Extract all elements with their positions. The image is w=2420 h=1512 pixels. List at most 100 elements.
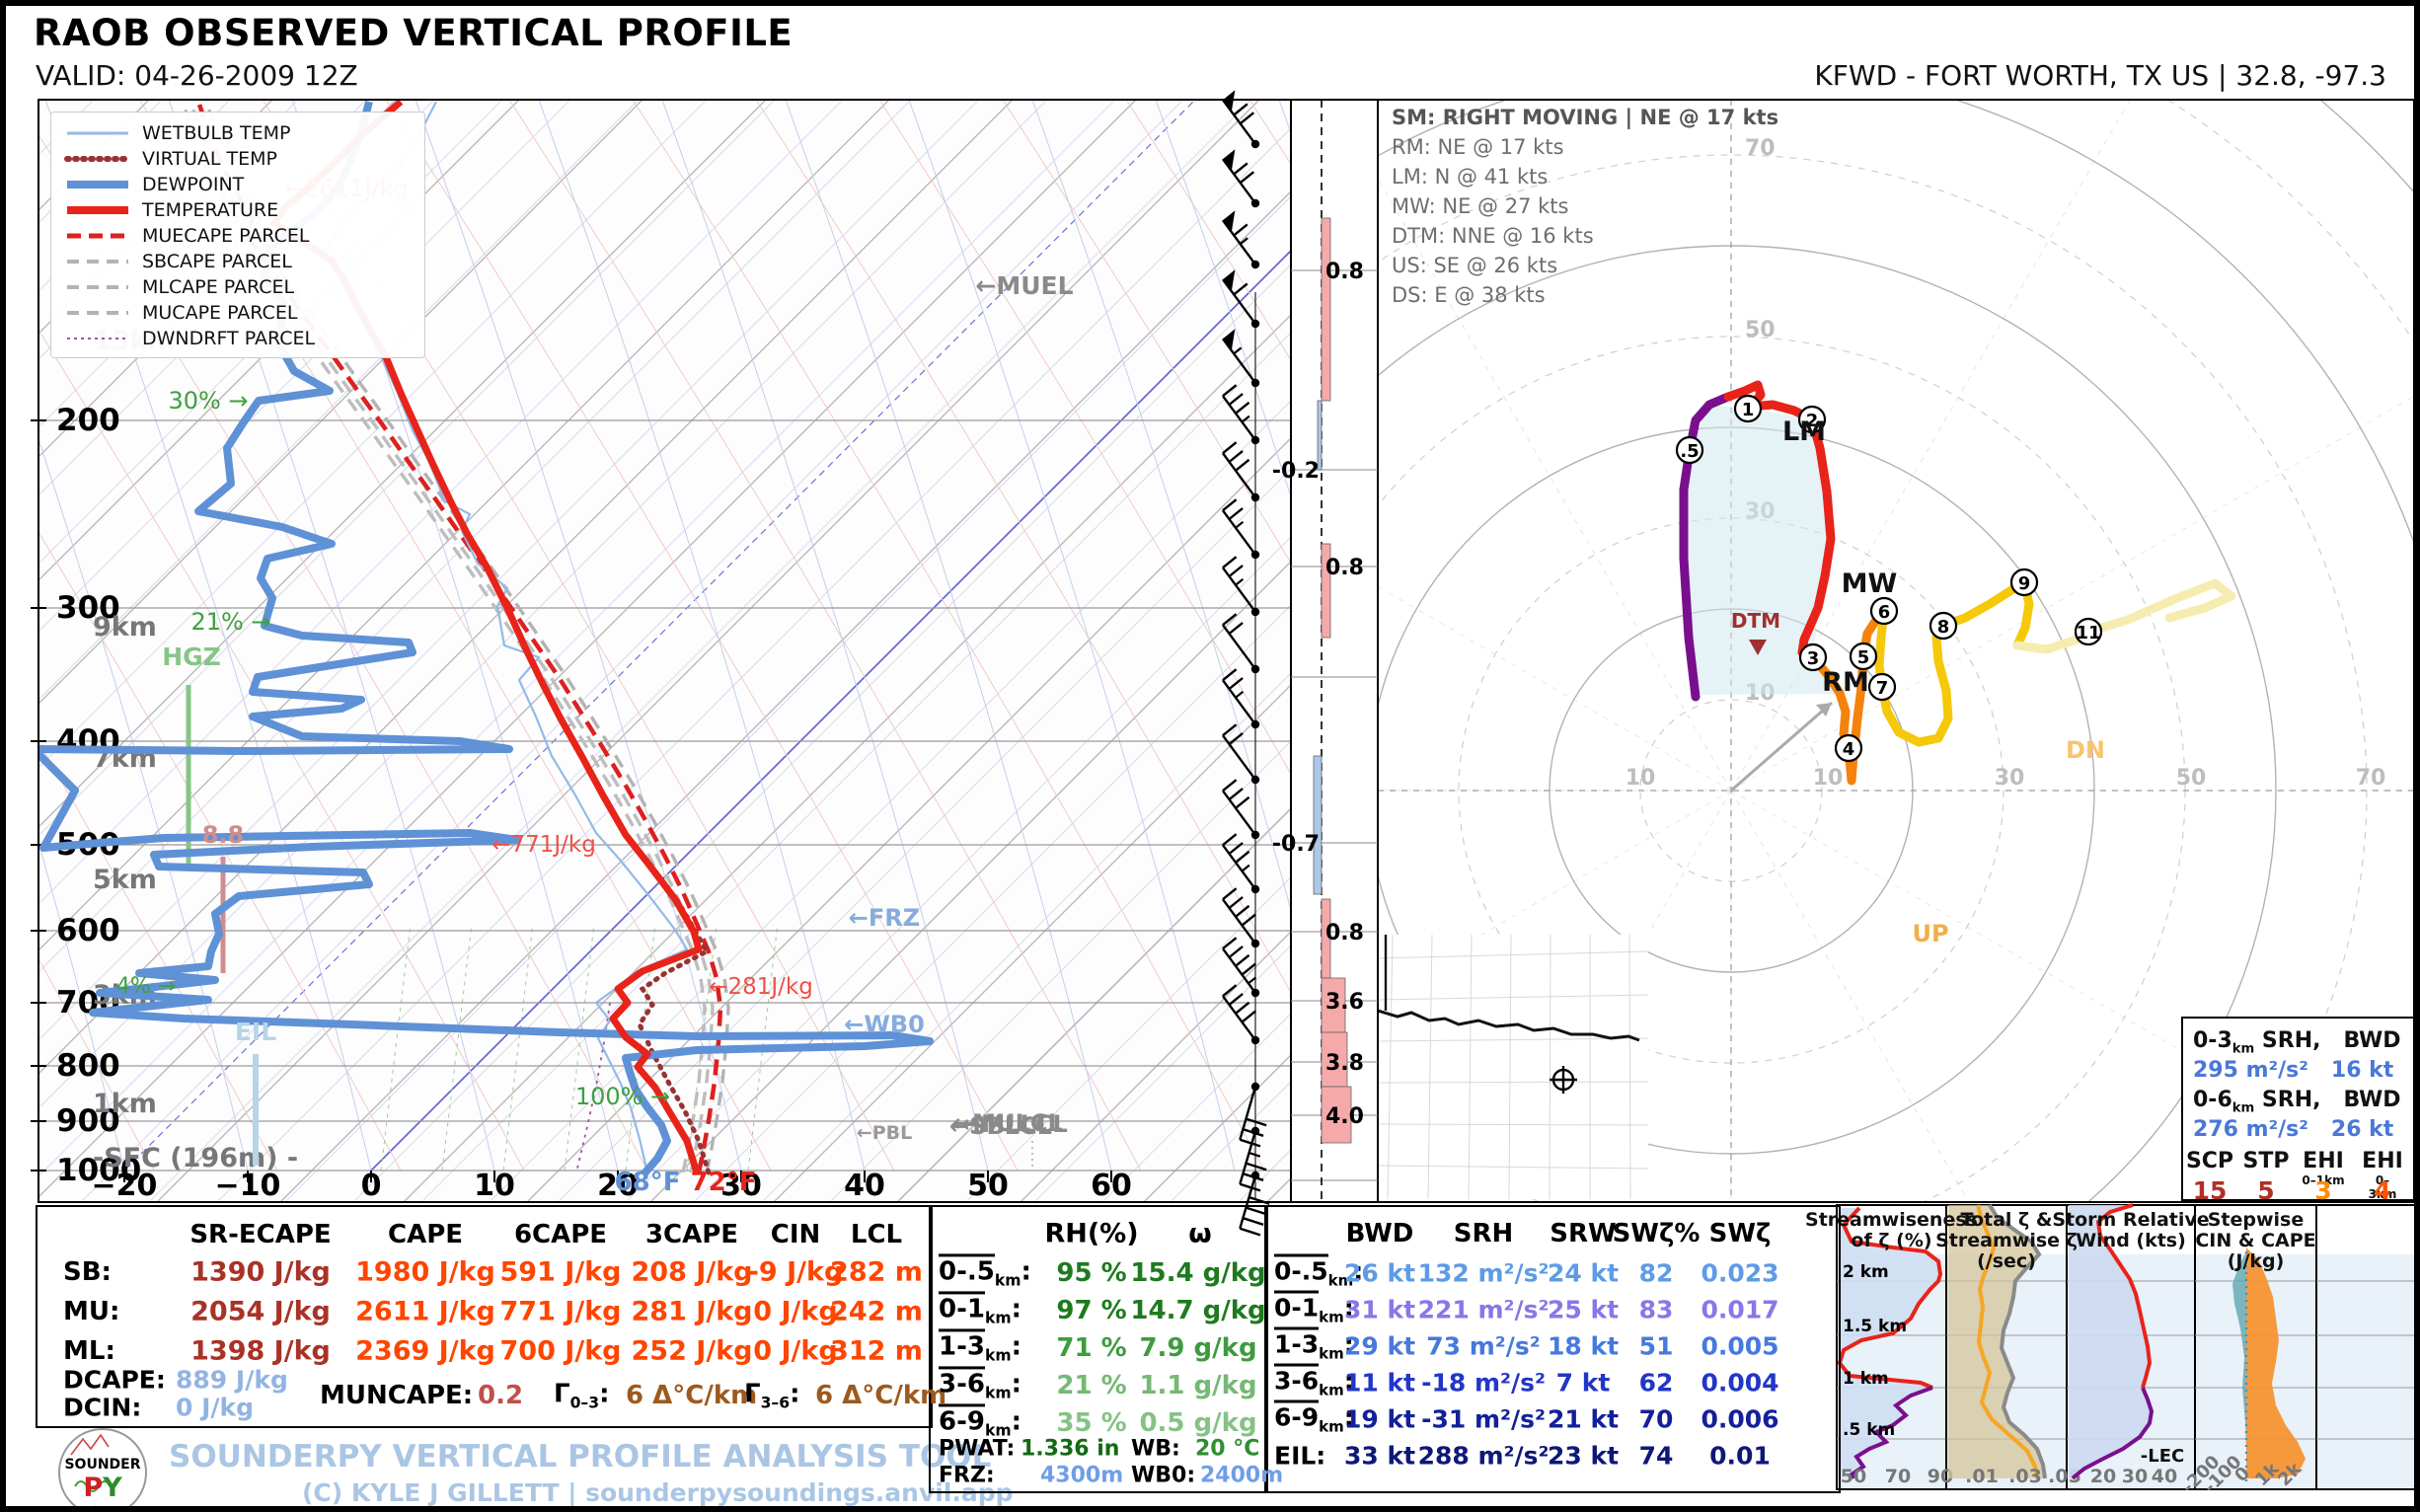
stepwise-cape-fill (2246, 1247, 2306, 1478)
thermo-value: 0 J/kg (753, 1296, 838, 1327)
wind-barb (1221, 149, 1260, 208)
legend-swatch (67, 338, 128, 340)
shear-value: 132 m²/s² (1417, 1258, 1550, 1288)
pressure-label: 200 (56, 403, 120, 438)
legend-swatch (64, 156, 131, 162)
legend-item: VIRTUAL TEMP (51, 146, 424, 172)
wind-barb (1221, 384, 1260, 445)
thermo-value: 1980 J/kg (355, 1256, 495, 1288)
pressure-label: 1000 (56, 1153, 141, 1188)
mini-xtick: 40 (2152, 1466, 2177, 1487)
wind-barb (1221, 668, 1260, 729)
legend-item: DWNDRFT PARCEL (51, 326, 424, 351)
temp-tick: −20 (92, 1169, 158, 1203)
mini-xtick: 70 (1885, 1466, 1911, 1487)
dtm-marker (1749, 640, 1767, 655)
rh-value: 71 % (1056, 1333, 1127, 1363)
shear-row-label: 0-.5km: (1274, 1253, 1363, 1290)
ring-label: 10 (1626, 766, 1656, 791)
surface-temp-f: 72°F (691, 1168, 757, 1197)
valid-time: VALID: 04-26-2009 12Z (36, 59, 358, 92)
height-label: -SFC (196m) - (93, 1143, 298, 1173)
skewt-annotation: ←SBLCL (949, 1112, 1052, 1140)
legend-item: DEWPOINT (51, 172, 424, 197)
shear-value: 83 (1638, 1295, 1674, 1324)
shear-value: -18 m²/s² (1421, 1368, 1546, 1398)
legend-item: MUECAPE PARCEL (51, 223, 424, 249)
omega-value: 3.8 (1325, 1051, 1364, 1076)
shear-value: 82 (1638, 1258, 1674, 1288)
height-marker (2074, 617, 2103, 646)
composite-header: SCP (2185, 1149, 2234, 1173)
hodo-label-dn: DN (2066, 736, 2105, 764)
thermo-row-label: MU: (63, 1297, 120, 1326)
hodo-label-dtm: DTM (1731, 609, 1780, 633)
logo-text-py: PY (83, 1473, 122, 1503)
hodo-trace-orange (1808, 606, 1889, 786)
storm-motion-line: MW: NE @ 27 kts (1392, 194, 1569, 218)
mini-panel-title: Storm Relative Wind (kts) (2052, 1209, 2210, 1251)
wind-barb (1221, 441, 1260, 502)
height-marker-label: 6 (1878, 602, 1891, 623)
storm-motion-line: US: SE @ 26 kts (1392, 254, 1558, 277)
shear-value: 11 kt (1343, 1368, 1416, 1398)
skewt-annotation: ←771J/kg (492, 832, 596, 858)
wb-label: WB: (1131, 1436, 1180, 1462)
skewt-annotation: 4% → (116, 974, 176, 999)
shear-value: -31 m²/s² (1421, 1404, 1546, 1434)
thermo-table-box (36, 1205, 933, 1428)
logo-text-sounder: SOUNDER (64, 1457, 140, 1473)
wind-barb (1221, 498, 1260, 560)
shear-value: 0.006 (1701, 1404, 1779, 1434)
legend-swatch (67, 285, 128, 289)
rh-row-label: 1-3km: (939, 1328, 1021, 1365)
shear-value: 0.004 (1701, 1368, 1779, 1398)
omega-value: 3.6 (1325, 990, 1364, 1015)
lec-label: -LEC (2141, 1446, 2184, 1467)
thermo-value: 591 J/kg (499, 1256, 622, 1288)
height-marker-label: 1 (1742, 400, 1755, 420)
legend-item: MLCAPE PARCEL (51, 274, 424, 300)
height-marker (1798, 643, 1828, 672)
wind-barb-column (1221, 90, 1270, 1237)
ring-label: 50 (1745, 318, 1776, 342)
srh-0-3-header: 0-3km SRH, BWD (2193, 1028, 2401, 1057)
storm-motion-line: RM: NE @ 17 kts (1392, 135, 1564, 159)
thermo-value: 208 J/kg (631, 1256, 753, 1288)
omega-bar (1317, 400, 1323, 471)
rh-row-label: 6-9km: (939, 1403, 1021, 1440)
pwat-value: 1.336 in (1021, 1436, 1120, 1462)
thermo-value: 312 m (830, 1335, 923, 1367)
storm-motion-arrow (1730, 701, 1833, 793)
omega-bar (1321, 1086, 1352, 1144)
storm-motion-line: DTM: NNE @ 16 kts (1392, 224, 1594, 248)
skewt-annotation: HGZ (162, 643, 221, 671)
wb0-label: WB0: (1131, 1463, 1196, 1488)
lapse-3-6-label: Γ3–6: (744, 1379, 800, 1412)
shear-value: 73 m²/s² (1426, 1331, 1541, 1361)
skewt-legend: WETBULB TEMP VIRTUAL TEMP DEWPOINT TEMPE… (50, 112, 425, 358)
omega-value: -0.2 (1272, 459, 1320, 484)
mixing-ratio-value: 0.5 g/kg (1139, 1408, 1257, 1438)
rh-value: 95 % (1056, 1258, 1127, 1288)
composite-header: EHI 0–1km (2302, 1149, 2345, 1187)
height-marker-label: 3 (1807, 648, 1820, 669)
mini-xtick: .03 (2008, 1466, 2042, 1487)
hodo-label-lm: LM (1782, 416, 1826, 447)
legend-item: SBCAPE PARCEL (51, 249, 424, 274)
plot-canvas: 200300400500600700800900100013km9km7km5k… (31, 90, 2414, 1506)
skewt-annotation: ←281J/kg (709, 974, 813, 1000)
composite-value: 15 (2192, 1176, 2228, 1205)
streamwise-vorticity-curve (1976, 1204, 2039, 1479)
pressure-label: 800 (56, 1048, 120, 1084)
temp-tick: 10 (474, 1169, 515, 1203)
ring-label: 70 (1745, 136, 1776, 161)
wind-barb (1221, 269, 1260, 329)
omega-bar (1321, 217, 1331, 402)
shear-value: 74 (1638, 1441, 1674, 1471)
w-header: ω (1188, 1218, 1212, 1249)
shear-row-label: 0-1km: (1274, 1290, 1354, 1326)
shear-row-label: 3-6km: (1274, 1363, 1354, 1399)
hodograph: 103050701010305070.512345678911LMMWRMDTM… (1379, 101, 2413, 1201)
shear-value: 51 (1638, 1331, 1674, 1361)
